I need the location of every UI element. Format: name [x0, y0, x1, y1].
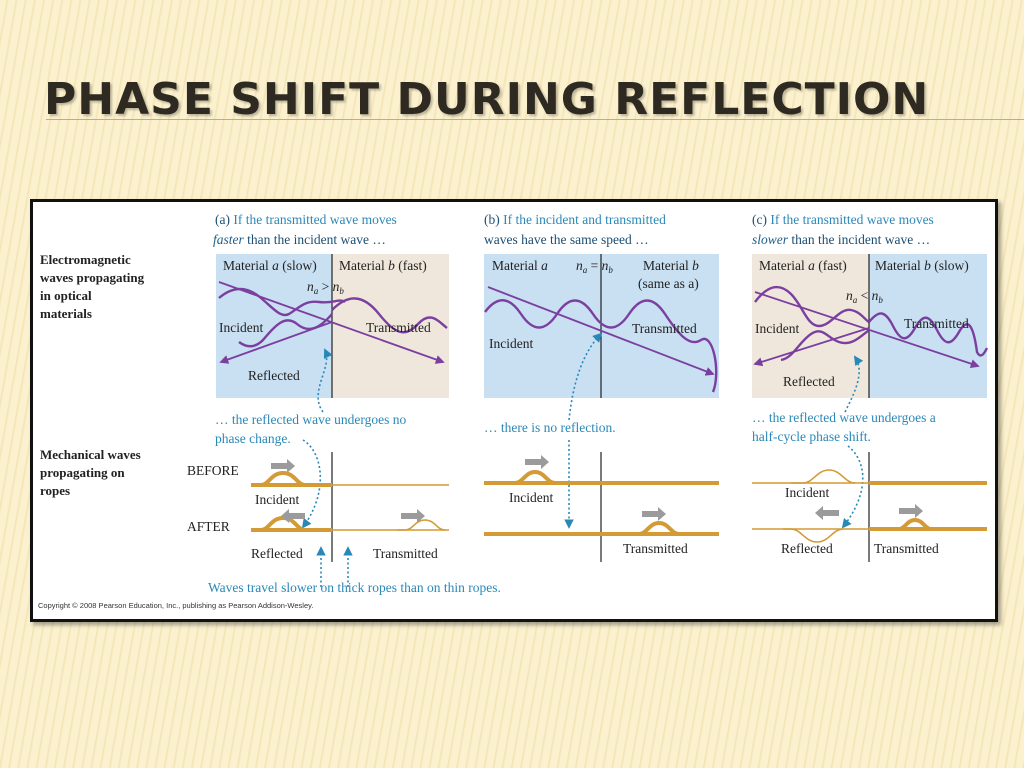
panel-a-slow-medium — [216, 254, 332, 398]
panel-a-reflected-ray — [219, 321, 333, 364]
panel-b-incident-pulse — [509, 469, 556, 485]
panel-c-caption-line1: (c) If the transmitted wave moves — [752, 212, 934, 227]
panel-c-note-line1: … the reflected wave undergoes a — [752, 410, 936, 425]
panel-c-rope-reflected-label: Reflected — [781, 541, 833, 556]
panel-c-material-left: Material a (fast) — [759, 258, 847, 273]
panel-a-transmitted-wave — [331, 297, 448, 334]
panel-b-pointer-up — [568, 332, 603, 421]
panel-a-pointer-up — [317, 348, 333, 413]
panel-b-transmitted-pulse — [633, 520, 680, 536]
panel-c-reflected-label: Reflected — [783, 374, 835, 389]
panel-a: (a) If the transmitted wave moves faster… — [187, 212, 449, 587]
before-label: BEFORE — [187, 463, 239, 478]
panel-c-reflected-pulse — [783, 528, 844, 543]
arrow-right-icon — [401, 509, 425, 523]
reflection-figure: Electromagnetic waves propagating in opt… — [30, 199, 998, 622]
panel-b-index-relation: na = nb — [576, 258, 613, 275]
panel-c-caption-line2: slower than the incident wave … — [752, 232, 930, 247]
panel-a-index-relation: na > nb — [307, 279, 344, 296]
row-label-em: Electromagnetic waves propagating in opt… — [40, 252, 147, 321]
arrow-left-icon — [815, 506, 839, 520]
panel-a-rope-incident-label: Incident — [255, 492, 299, 507]
arrow-right-icon — [642, 507, 666, 521]
panel-c-reflected-wave — [780, 329, 870, 362]
panel-a-rope-transmitted-label: Transmitted — [373, 546, 438, 561]
panel-a-incident-wave — [218, 287, 346, 317]
panel-a-note-line2: phase change. — [215, 431, 291, 446]
panel-b-wave — [484, 299, 718, 393]
panel-b-caption-line1: (b) If the incident and transmitted — [484, 212, 666, 227]
panel-b-material-right-note: (same as a) — [638, 276, 699, 291]
panel-c-transmitted-label: Transmitted — [904, 316, 969, 331]
panel-c-transmitted-wave — [868, 312, 989, 357]
panel-c-incident-label: Incident — [755, 321, 799, 336]
panel-c-pointer-up — [844, 355, 864, 413]
panel-a-transmitted-label: Transmitted — [366, 320, 431, 335]
panel-c-rope-transmitted-label: Transmitted — [874, 541, 939, 556]
panel-c-rope-incident-label: Incident — [785, 485, 829, 500]
panel-a-caption-line1: (a) If the transmitted wave moves — [215, 212, 397, 227]
panel-a-material-left: Material a (slow) — [223, 258, 317, 273]
bottom-note: Waves travel slower on thick ropes than … — [208, 580, 501, 595]
panel-a-reflected-label: Reflected — [248, 368, 300, 383]
panel-a-transmitted-pulse — [397, 519, 446, 531]
panel-b-caption-line2: waves have the same speed … — [484, 232, 649, 247]
panel-c-pointer-down — [841, 445, 864, 529]
slide-title: PHASE SHIFT DURING REFLECTION — [44, 74, 930, 125]
arrow-right-icon — [899, 504, 923, 518]
after-label: AFTER — [187, 519, 230, 534]
panel-a-rope-reflected-label: Reflected — [251, 546, 303, 561]
panel-c-slow-medium — [869, 254, 987, 398]
title-divider — [46, 119, 1024, 120]
panel-b-ray — [487, 286, 715, 376]
panel-a-caption-line2: faster than the incident wave … — [213, 232, 386, 247]
panel-b-material-right: Material b — [643, 258, 699, 273]
arrow-right-icon — [271, 459, 295, 473]
row-label-mech: Mechanical waves propagating on ropes — [40, 447, 144, 498]
panel-b-rope-transmitted-label: Transmitted — [623, 541, 688, 556]
panel-c-material-right: Material b (slow) — [875, 258, 969, 273]
arrow-right-icon — [525, 455, 549, 469]
panel-b-material-left: Material a — [492, 258, 548, 273]
panel-a-reflected-pulse — [255, 515, 306, 532]
panel-a-incident-label: Incident — [219, 320, 263, 335]
panel-c-incident-wave — [754, 285, 870, 328]
panel-a-note-line1: … the reflected wave undergoes no — [215, 412, 407, 427]
arrow-left-icon — [281, 509, 305, 523]
panel-b-transmitted-label: Transmitted — [632, 321, 697, 336]
panel-c-index-relation: na < nb — [846, 288, 883, 305]
panel-b-incident-label: Incident — [489, 336, 533, 351]
copyright: Copyright © 2008 Pearson Education, Inc.… — [38, 601, 313, 610]
panel-c-note-line2: half-cycle phase shift. — [752, 429, 871, 444]
panel-c-fast-medium — [752, 254, 869, 398]
panel-a-material-right: Material b (fast) — [339, 258, 427, 273]
panel-c-reflected-ray — [753, 327, 870, 367]
panel-b-note: … there is no reflection. — [484, 420, 616, 435]
panel-c-transmitted-pulse — [893, 517, 932, 531]
panel-c: (c) If the transmitted wave moves slower… — [752, 212, 989, 562]
panel-c-incident-pulse — [791, 469, 856, 484]
panel-b: (b) If the incident and transmitted wave… — [484, 212, 719, 562]
panel-b-rope-incident-label: Incident — [509, 490, 553, 505]
panel-a-incident-pulse — [251, 470, 306, 487]
